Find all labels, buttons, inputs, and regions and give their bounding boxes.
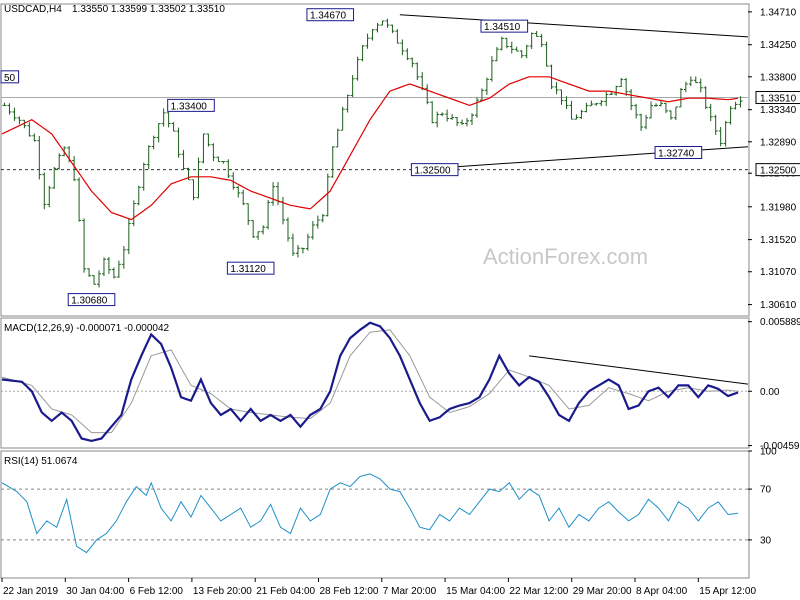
- x-tick-label: 15 Apr 12:00: [699, 586, 756, 597]
- time-axis: 22 Jan 2019 30 Jan 04:00 6 Feb 12:00 13 Feb…: [1, 578, 756, 597]
- price-annotation-label: 1.34670: [310, 11, 347, 22]
- rsi-line: [1, 473, 739, 554]
- chart-title: USDCAD,H4: [4, 4, 62, 15]
- moving-average-line: [1, 76, 739, 221]
- current-price-box: [755, 91, 800, 105]
- price-annotation-label: 50: [4, 73, 16, 84]
- price-annotation-label: 1.32740: [658, 149, 695, 160]
- x-tick-label: 15 Mar 04:00: [446, 586, 505, 597]
- trendline: [399, 14, 749, 38]
- panel-frame: [0, 317, 750, 449]
- x-tick-label: 22 Jan 2019: [3, 586, 58, 597]
- price-annotation-box: [226, 261, 275, 275]
- macd-signal-line: [1, 329, 739, 434]
- price-annotation-box: [654, 146, 703, 160]
- watermark: ActionForex.com: [483, 244, 648, 269]
- y-tick-label: 100: [760, 447, 777, 458]
- macd-trendline: [529, 355, 749, 385]
- price-annotation-box: [480, 19, 529, 33]
- x-tick-label: 29 Mar 20:00: [573, 586, 632, 597]
- y-tick-label: 0.00: [760, 387, 780, 398]
- rsi-title: RSI(14) 51.0674: [4, 456, 78, 467]
- price-annotation-box: [0, 70, 20, 84]
- price-annotation-box: [167, 98, 215, 112]
- macd-panel: 0.005889 0.00 -0.004593: [0, 317, 800, 452]
- x-tick-label: 22 Mar 12:00: [509, 586, 568, 597]
- y-tick-label: 1.33800: [760, 72, 797, 83]
- price-annotation-label: 1.32500: [414, 166, 451, 177]
- price-annotation-label: 1.34510: [484, 22, 521, 33]
- x-tick-label: 13 Feb 20:00: [193, 586, 252, 597]
- price-annotation-label: 1.33400: [171, 101, 208, 112]
- y-tick-label: 1.34710: [760, 7, 797, 18]
- y-tick-label: 1.31980: [760, 202, 797, 213]
- level-line-label: 1.32500: [760, 166, 797, 177]
- price-annotation-box: [306, 8, 355, 22]
- y-tick-label: 1.31070: [760, 267, 797, 278]
- y-tick-label: -0.004593: [760, 441, 800, 452]
- y-tick-label: 1.32890: [760, 137, 797, 148]
- y-tick-label: 1.30610: [760, 300, 797, 311]
- y-tick-label: 0.005889: [760, 317, 800, 328]
- x-tick-label: 6 Feb 12:00: [130, 586, 184, 597]
- current-price-label: 1.33510: [760, 94, 797, 105]
- level-line-box: [755, 163, 800, 177]
- y-tick-label: 1.33340: [760, 105, 797, 116]
- macd-title: MACD(12,26,9) -0.000071 -0.000042: [4, 323, 170, 334]
- price-annotation-label: 1.31120: [230, 264, 266, 275]
- y-tick-label: 70: [760, 485, 772, 496]
- price-panel: 1.347101.342501.338001.333401.328901.324…: [0, 3, 800, 317]
- x-tick-label: 21 Feb 04:00: [256, 586, 315, 597]
- price-annotation-label: 1.30680: [71, 296, 108, 307]
- x-tick-label: 8 Apr 04:00: [636, 586, 688, 597]
- price-annotation-box: [67, 293, 116, 307]
- y-tick-label: 30: [760, 535, 772, 546]
- panel-frame: [0, 3, 750, 317]
- rsi-panel: 100 70 30: [0, 447, 777, 579]
- panel-frame: [0, 450, 750, 579]
- y-tick-label: 1.31520: [760, 235, 797, 246]
- ohlc-header: 1.33550 1.33599 1.33502 1.33510: [72, 4, 225, 15]
- x-tick-label: 30 Jan 04:00: [66, 586, 124, 597]
- x-tick-label: 7 Mar 20:00: [383, 586, 437, 597]
- macd-line: [1, 321, 739, 443]
- price-annotation-box: [410, 163, 459, 177]
- x-tick-label: 28 Feb 12:00: [320, 586, 379, 597]
- y-tick-label: 1.34250: [760, 40, 797, 51]
